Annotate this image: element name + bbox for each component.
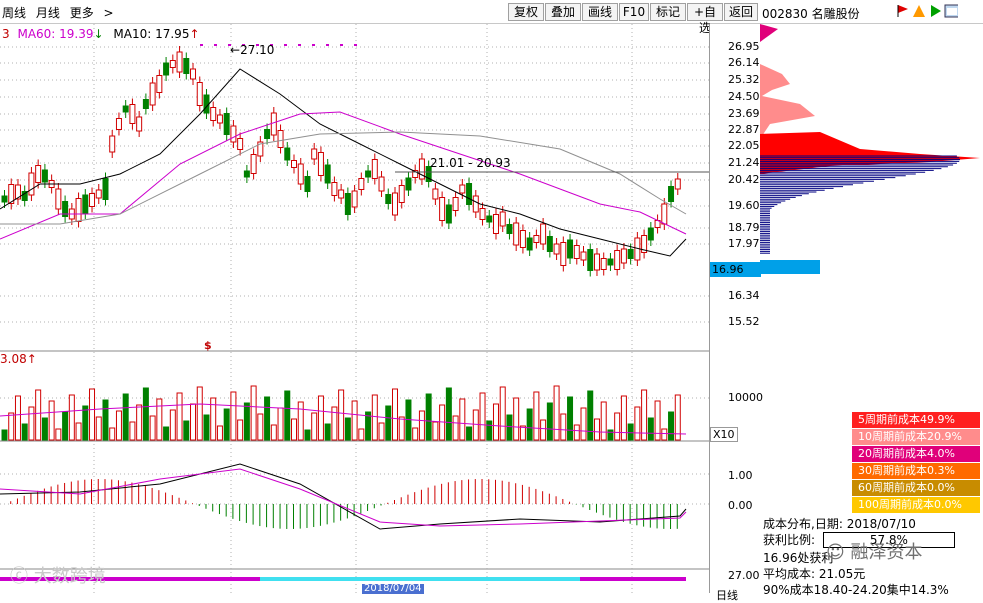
avg-cost-value: 21.05元 (818, 567, 866, 581)
high-price-marker: ← (230, 43, 241, 57)
cost-info-title: 成本分布,日期: 2018/07/10 (763, 515, 916, 532)
price-axis-label: 20.42 (728, 173, 760, 186)
add-favorite-button[interactable]: +自选 (687, 3, 723, 35)
window-icon[interactable] (944, 4, 958, 18)
macd-axis-1: 1.00 (728, 469, 753, 482)
bottom-axis-label: 27.00 (728, 569, 760, 582)
avg-cost-row: 平均成本: 21.05元 (763, 565, 865, 582)
profit-ratio-row: 获利比例: 57.8% (763, 531, 955, 548)
cost-distribution-chart (760, 24, 980, 274)
daily-label: 日线 (716, 589, 738, 602)
cost-legend-item: 60周期前成本0.0% (852, 480, 980, 496)
profit-ratio-label: 获利比例: (763, 533, 816, 547)
stock-name: 名雕股份 (811, 7, 860, 21)
profit-ratio-bar: 57.8% (822, 532, 955, 548)
draw-line-button[interactable]: 画线 (582, 3, 618, 21)
play-icon[interactable] (928, 4, 942, 18)
legend-prefix: 3 (2, 27, 10, 41)
cost-legend-item: 20周期前成本4.0% (852, 446, 980, 462)
profit-ratio-value: 57.8% (869, 533, 908, 547)
current-price-tag: 16.96 (710, 262, 761, 277)
tab-monthly[interactable]: 月线 (35, 6, 60, 20)
watermark-left: ⓒ 大数跨境 (10, 562, 106, 588)
watermark-logo-icon: ⓒ (10, 566, 28, 587)
avg-cost-label: 平均成本: (763, 567, 816, 581)
dollar-marker: $ (204, 339, 212, 352)
watermark-left-text: 大数跨境 (33, 566, 106, 587)
wechat-icon: ☺ (826, 542, 845, 563)
triangle-icon[interactable] (912, 4, 926, 18)
cost-info-date: 2018/07/10 (846, 517, 916, 531)
cost-legend-item: 100周期前成本0.0% (852, 497, 980, 513)
cost-legend-item: 5周期前成本49.9% (852, 412, 980, 428)
price-axis-label: 26.14 (728, 56, 760, 69)
legend-ma10: MA10: 17.95 (113, 27, 190, 41)
gap-label: 21.01 - 20.93 (430, 156, 511, 170)
price-axis-label: 23.69 (728, 107, 760, 120)
price-axis-label: 18.79 (728, 221, 760, 234)
tab-more[interactable]: 更多 (69, 6, 94, 20)
cost-at-row: 16.96处获利 (763, 551, 834, 565)
cost-legend-item: 10周期前成本20.9% (852, 429, 980, 445)
macd-axis-0: 0.00 (728, 499, 753, 512)
price-axis-label: 25.32 (728, 73, 760, 86)
price-axis-label: 21.24 (728, 156, 760, 169)
price-axis-label: 15.52 (728, 315, 760, 328)
stock-code: 002830 (762, 7, 808, 21)
price-axis-label: 26.95 (728, 40, 760, 53)
high-price-value: 27.10 (240, 43, 275, 57)
cost-range-row: 90%成本18.40-24.20集中14.3% (763, 583, 949, 597)
f10-button[interactable]: F10 (619, 3, 649, 21)
volume-axis-label: 10000 (728, 391, 763, 404)
ma10-up-arrow-icon: ↑ (189, 27, 200, 41)
date-cursor-tag: 2018/07/04 (362, 583, 424, 594)
volume-value: 3.08 (0, 352, 27, 366)
price-axis-label: 16.34 (728, 289, 760, 302)
price-axis-label: 22.05 (728, 139, 760, 152)
x10-label: X10 (710, 427, 738, 442)
watermark-right: ☺ 融泽资本 (826, 538, 923, 564)
price-axis-label: 24.50 (728, 90, 760, 103)
overlay-button[interactable]: 叠加 (545, 3, 581, 21)
price-axis-label: 19.60 (728, 199, 760, 212)
price-axis: 16.96 10000 X10 1.00 0.00 27.00 日线 26.95… (709, 24, 763, 602)
cost-legend-item: 30周期前成本0.3% (852, 463, 980, 479)
ma-legend: 3 MA60: 19.39↓ MA10: 17.95↑ (2, 27, 200, 41)
stock-title: 002830 名雕股份 (762, 5, 860, 22)
chevron-right-icon[interactable]: > (103, 6, 114, 20)
price-axis-label: 17.97 (728, 237, 760, 250)
tab-weekly[interactable]: 周线 (2, 6, 27, 20)
volume-label: 3.08↑ (0, 352, 37, 366)
price-axis-label: 22.87 (728, 123, 760, 136)
flag-icon[interactable] (896, 4, 910, 18)
back-button[interactable]: 返回 (724, 3, 758, 21)
cost-info-title-text: 成本分布,日期: (763, 517, 843, 531)
mark-button[interactable]: 标记 (650, 3, 686, 21)
high-price-label: ←27.10 (230, 43, 274, 57)
ma60-down-arrow-icon: ↓ (93, 27, 104, 41)
candlestick-chart[interactable] (0, 24, 760, 593)
legend-ma60: MA60: 19.39 (17, 27, 94, 41)
adjust-button[interactable]: 复权 (508, 3, 544, 21)
period-nav: 周线 月线 更多 > (2, 4, 120, 21)
watermark-right-text: 融泽资本 (850, 542, 923, 563)
